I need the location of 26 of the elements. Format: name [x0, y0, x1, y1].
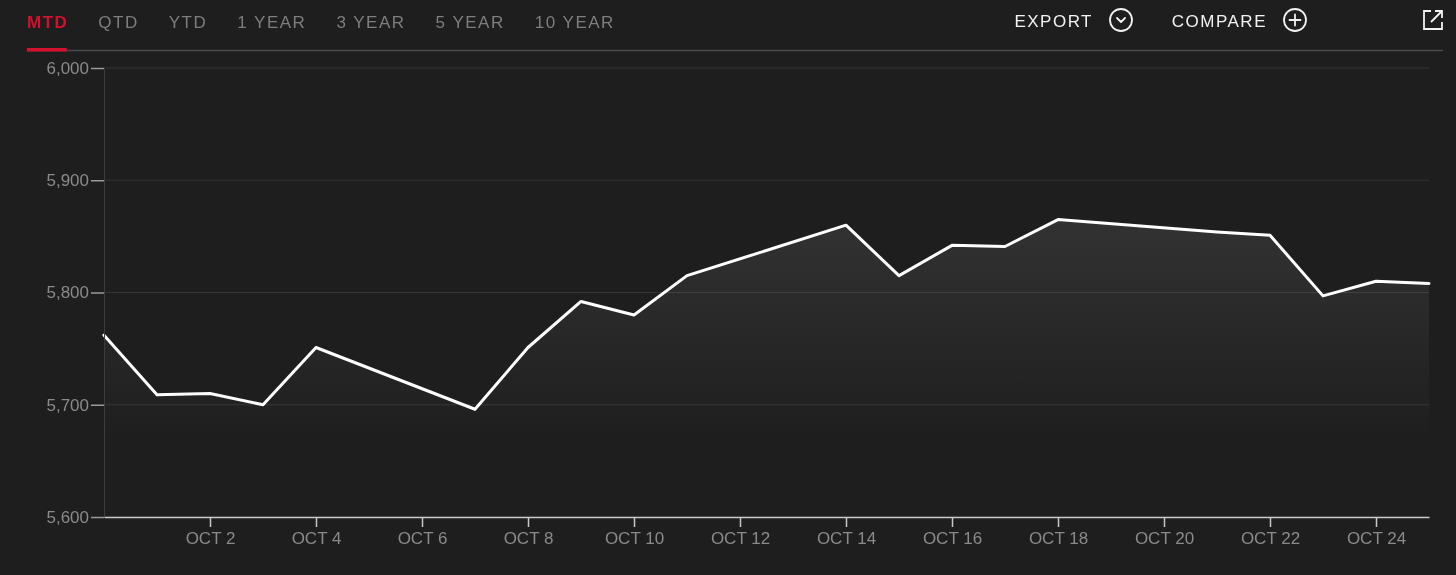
y-tick-label: 6,000: [46, 58, 89, 78]
x-tick-label: OCT 6: [397, 529, 448, 549]
x-tick-label: OCT 24: [1346, 529, 1407, 549]
y-tick-label: 5,900: [46, 171, 89, 191]
x-tick-label: OCT 4: [291, 529, 342, 549]
x-tick-label: OCT 8: [503, 529, 554, 549]
x-tick-label: OCT 16: [922, 529, 983, 549]
x-tick-label: OCT 10: [604, 529, 665, 549]
text: COMPARE: [1171, 12, 1267, 31]
y-tick-label: 5,800: [46, 283, 89, 303]
text: MTD: [27, 13, 69, 32]
text: 1 YEAR: [237, 13, 307, 32]
x-tick-label: OCT 22: [1240, 529, 1301, 549]
y-tick-label: 5,600: [46, 507, 89, 527]
y-tick-label: 5,700: [46, 395, 89, 415]
text: 5 YEAR: [435, 13, 505, 32]
x-tick-label: OCT 14: [816, 529, 877, 549]
x-tick-label: OCT 18: [1028, 529, 1089, 549]
x-tick-label: OCT 2: [185, 529, 236, 549]
text: 3 YEAR: [336, 13, 406, 32]
x-tick-label: OCT 12: [710, 529, 771, 549]
text: 10 YEAR: [534, 13, 615, 32]
text: YTD: [168, 13, 208, 32]
text: EXPORT: [1014, 12, 1093, 31]
x-tick-label: OCT 20: [1134, 529, 1195, 549]
text: QTD: [98, 13, 139, 32]
